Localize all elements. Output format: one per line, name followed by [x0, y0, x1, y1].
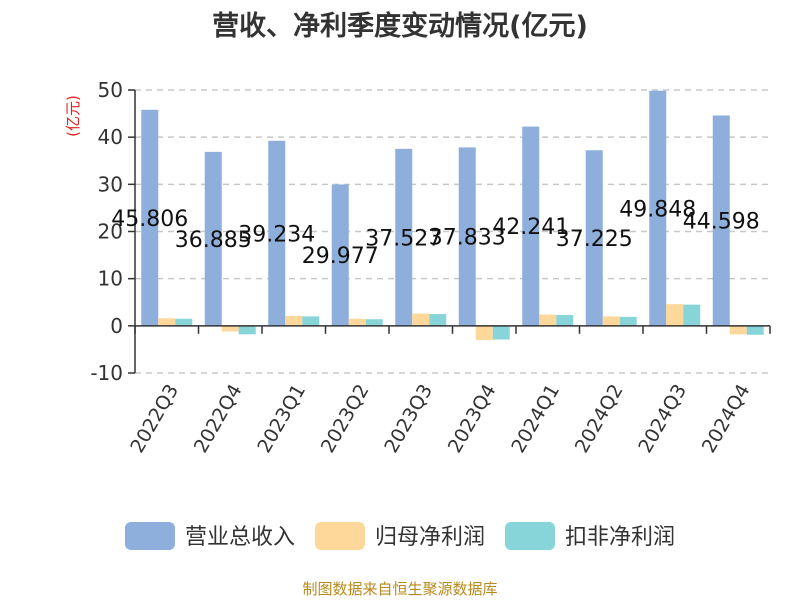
bar: [365, 319, 383, 326]
bar: [458, 147, 476, 326]
bars: [141, 90, 764, 340]
bar: [429, 314, 447, 326]
bar: [141, 109, 159, 326]
legend-label: 归母净利润: [375, 525, 485, 550]
x-tick-label: 2023Q2: [317, 381, 374, 457]
x-tick-label: 2024Q3: [634, 381, 691, 457]
y-tick-label: -10: [90, 361, 123, 385]
bar: [585, 150, 603, 326]
data-label: 37.527: [365, 226, 442, 251]
y-tick-label: 10: [98, 267, 123, 291]
data-label: 29.977: [302, 244, 379, 269]
y-tick-label: 50: [98, 78, 123, 102]
bar: [475, 325, 493, 340]
legend-label: 营业总收入: [185, 525, 295, 550]
legend: 营业总收入 归母净利润 扣非净利润: [125, 522, 675, 550]
bar: [285, 315, 303, 326]
bar: [683, 304, 701, 326]
data-label: 37.833: [429, 226, 506, 251]
data-label: 36.885: [175, 228, 252, 253]
bar: [539, 314, 557, 326]
bar: [666, 304, 684, 326]
source-note: 制图数据来自恒生聚源数据库: [302, 580, 498, 598]
bar: [395, 148, 413, 326]
bar: [649, 90, 667, 326]
bar: [729, 325, 747, 335]
bar: [746, 325, 764, 335]
bar: [619, 316, 637, 326]
bar: [556, 314, 574, 326]
data-label: 44.598: [683, 210, 760, 235]
legend-swatch: [125, 522, 175, 550]
bar: [221, 325, 239, 332]
legend-label: 扣非净利润: [565, 525, 675, 550]
y-tick-label: 20: [98, 220, 123, 244]
y-tick-label: 40: [98, 125, 123, 149]
x-tick-label: 2023Q1: [253, 381, 310, 457]
chart-title: 营收、净利季度变动情况(亿元): [212, 11, 588, 42]
data-label: 42.241: [492, 215, 569, 240]
bar: [348, 318, 366, 326]
bar: [158, 318, 176, 326]
bar: [331, 184, 349, 326]
data-label: 37.225: [556, 227, 633, 252]
x-tick-label: 2022Q4: [190, 381, 247, 457]
x-tick-label: 2024Q2: [571, 381, 628, 457]
x-tick-label: 2024Q1: [507, 381, 564, 457]
legend-swatch: [315, 522, 365, 550]
bar: [712, 115, 730, 326]
data-label: 45.806: [111, 207, 188, 232]
legend-swatch: [505, 522, 555, 550]
x-tick-label: 2023Q3: [380, 381, 437, 457]
y-tick-label: 30: [98, 172, 123, 196]
y-axis-label: (亿元): [64, 95, 82, 137]
data-label: 49.848: [619, 197, 696, 222]
x-tick-label: 2024Q4: [698, 381, 755, 457]
bar: [175, 318, 193, 326]
y-tick-label: 0: [110, 314, 123, 338]
bar: [268, 140, 286, 326]
bar: [602, 316, 620, 326]
data-label: 39.234: [238, 222, 315, 247]
data-labels: 45.80636.88539.23429.97737.52737.83342.2…: [111, 197, 759, 269]
bar: [302, 316, 320, 326]
x-tick-label: 2023Q4: [444, 381, 501, 457]
bar: [204, 151, 222, 326]
bar: [522, 126, 540, 326]
bar: [412, 313, 430, 326]
x-tick-label: 2022Q3: [126, 381, 183, 457]
bar: [492, 325, 510, 340]
bar: [238, 325, 256, 335]
